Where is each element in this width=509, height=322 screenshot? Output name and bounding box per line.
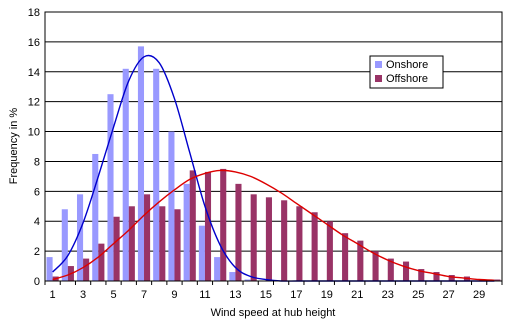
y-tick-label: 14	[28, 67, 40, 79]
bar-offshore-24	[402, 261, 410, 281]
bar-offshore-18	[311, 212, 318, 281]
x-tick-label: 3	[80, 289, 86, 301]
y-tick-label: 18	[28, 7, 40, 19]
x-tick-labels: 1 3 5 7 9 11 13 15 17 19 21 23 25 27 29	[44, 281, 503, 301]
bar-onshore-5	[107, 94, 114, 281]
bar-offshore-3	[83, 258, 90, 281]
x-tick-label: 7	[141, 289, 147, 301]
bar-offshore-16	[281, 200, 288, 281]
y-tick-labels: 0 2 4 6 8 10 12 14 16 18	[28, 7, 40, 288]
x-axis-label: Wind speed at hub height	[211, 307, 336, 319]
y-tick-label: 2	[34, 246, 40, 258]
y-tick-label: 16	[28, 37, 40, 49]
x-tick-label: 5	[110, 289, 116, 301]
bar-offshore-9	[174, 209, 181, 281]
legend-label-onshore: Onshore	[386, 59, 428, 71]
bar-offshore-11	[204, 171, 212, 281]
legend-swatch-onshore	[375, 61, 382, 68]
bar-offshore-30	[494, 279, 501, 281]
x-tick-label: 29	[473, 289, 485, 301]
bar-offshore-19	[326, 221, 333, 281]
bar-offshore-12	[220, 168, 227, 281]
legend: Onshore Offshore	[369, 55, 444, 89]
bar-offshore-26	[433, 272, 440, 281]
bar-offshore-17	[296, 206, 303, 281]
bar-offshore-15	[265, 197, 272, 281]
x-tick-label: 25	[412, 289, 424, 301]
bar-onshore-9	[168, 131, 175, 281]
bar-onshore-11	[198, 225, 205, 281]
bar-onshore-7	[137, 46, 145, 281]
x-tick-label: 11	[199, 289, 210, 301]
bar-offshore-6	[128, 206, 135, 281]
bar-offshore-5	[113, 216, 120, 281]
bar-onshore-3	[76, 194, 84, 281]
bar-offshore-20	[342, 233, 349, 281]
bar-offshore-13	[235, 183, 242, 281]
gridlines	[45, 11, 502, 252]
y-tick-label: 10	[28, 127, 40, 139]
bar-onshore-14	[244, 279, 251, 281]
bar-onshore-13	[229, 272, 236, 281]
y-tick-label: 0	[34, 276, 40, 288]
x-tick-label: 9	[171, 289, 177, 301]
bar-offshore-22	[372, 251, 379, 281]
legend-swatch-offshore	[375, 75, 382, 82]
x-tick-label: 27	[443, 289, 455, 301]
bar-onshore-4	[92, 153, 99, 281]
x-tick-label: 13	[229, 289, 241, 301]
legend-box	[369, 55, 444, 89]
bar-offshore-23	[387, 258, 394, 281]
y-tick-label: 12	[28, 97, 40, 109]
bar-onshore-2	[61, 209, 68, 281]
bar-onshore-1	[46, 257, 53, 281]
x-tick-label: 23	[382, 289, 394, 301]
bar-offshore-4	[98, 243, 105, 281]
bar-offshore-8	[159, 206, 166, 281]
y-tick-label: 4	[34, 216, 40, 228]
legend-label-offshore: Offshore	[386, 73, 428, 85]
y-axis-label: Frequency in %	[8, 108, 20, 185]
y-tick-label: 6	[34, 186, 40, 198]
x-tick-label: 15	[260, 289, 272, 301]
bar-onshore-10	[183, 183, 190, 281]
bar-offshore-7	[144, 194, 151, 281]
y-tick-label: 8	[34, 156, 40, 168]
bar-onshore-6	[122, 68, 129, 282]
x-tick-label: 21	[351, 289, 363, 301]
x-tick-label: 19	[321, 289, 333, 301]
bar-onshore-8	[153, 68, 160, 282]
distribution-curve-2	[52, 169, 495, 281]
bar-offshore-10	[189, 170, 196, 281]
bar-offshore-21	[357, 240, 364, 281]
x-tick-label: 17	[290, 289, 302, 301]
bar-offshore-25	[418, 269, 425, 281]
bar-offshore-14	[250, 194, 257, 281]
bar-onshore-12	[214, 257, 221, 281]
x-tick-label: 1	[50, 289, 56, 301]
bar-offshore-27	[448, 275, 455, 281]
